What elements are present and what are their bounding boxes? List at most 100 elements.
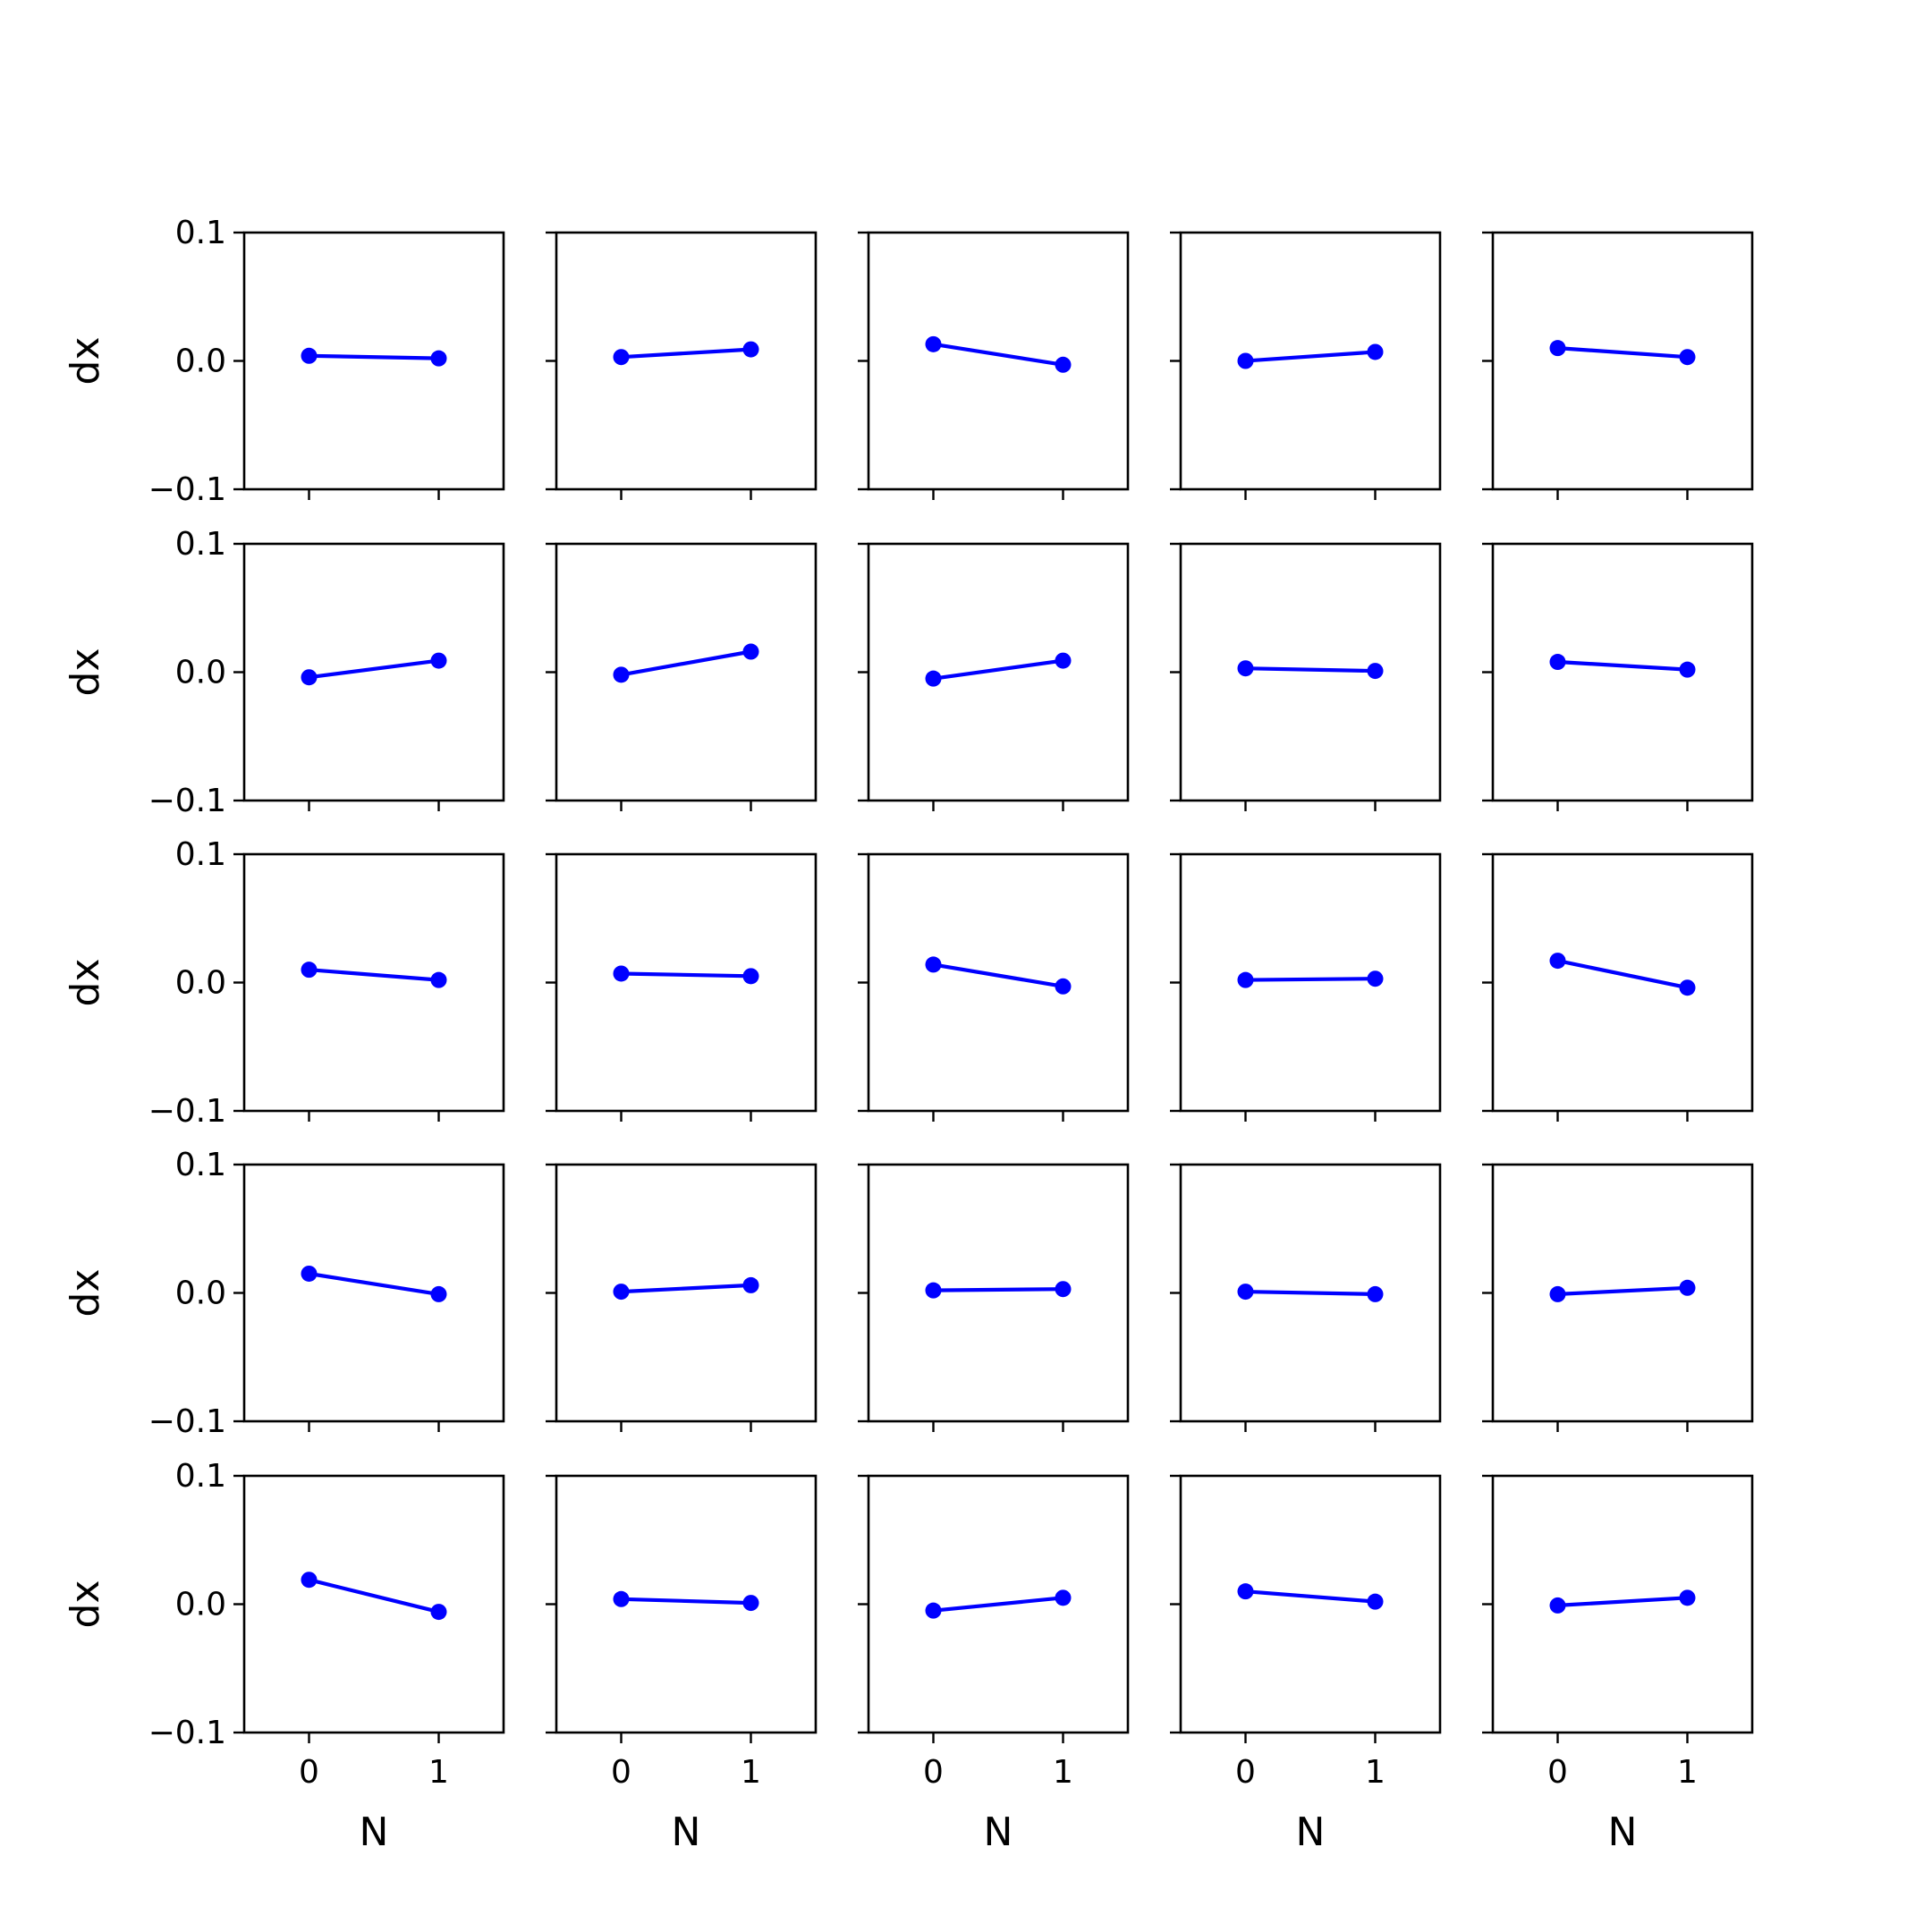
series-line	[621, 649, 751, 677]
x-tick-label: 1	[428, 1754, 449, 1791]
subplot-r1-c4	[1170, 231, 1442, 500]
data-point	[1549, 1597, 1566, 1614]
series-line	[1557, 659, 1688, 672]
data-point	[1367, 663, 1384, 680]
y-tick-label: −0.1	[148, 783, 226, 819]
data-point	[925, 1282, 942, 1299]
y-tick-label: 0.1	[175, 836, 226, 873]
axes-frame	[555, 852, 818, 1113]
series-line	[933, 342, 1063, 367]
data-point	[1237, 1583, 1254, 1600]
data-point	[1055, 652, 1072, 669]
subplot-r5-c2: 0 1 N	[546, 1474, 818, 1855]
data-point	[1237, 971, 1254, 988]
data-point	[1367, 1593, 1384, 1610]
data-point	[1549, 1285, 1566, 1302]
series-line	[621, 347, 751, 360]
series-line	[1245, 666, 1376, 674]
axes-frame	[867, 231, 1130, 491]
axes-frame	[242, 1474, 505, 1734]
subplot-r5-c3: 0 1 N	[858, 1474, 1130, 1855]
subplot-r1-c1: 0.1 0.0 −0.1 dx	[63, 215, 505, 508]
data-point	[301, 1572, 318, 1589]
series-line	[308, 1578, 440, 1614]
data-point	[742, 341, 759, 358]
data-point	[925, 670, 942, 687]
subplot-r4-c5	[1482, 1163, 1754, 1432]
y-tick-label: −0.1	[148, 1403, 226, 1440]
y-tick-label: 0.0	[175, 1275, 226, 1312]
subplot-r4-c3	[858, 1163, 1130, 1432]
data-point	[925, 956, 942, 973]
data-point	[1055, 1589, 1072, 1606]
x-tick-label: 0	[1235, 1754, 1256, 1791]
axes-frame	[1179, 231, 1442, 491]
data-point	[925, 335, 942, 352]
series-line	[933, 1596, 1063, 1613]
y-tick-label: 0.1	[175, 526, 226, 563]
axes-frame	[1491, 231, 1754, 491]
axes-frame	[242, 542, 505, 802]
series-line	[1557, 959, 1688, 990]
data-point	[1237, 352, 1254, 369]
x-tick-label: 0	[923, 1754, 944, 1791]
data-point	[1237, 660, 1254, 677]
axes-frame	[555, 231, 818, 491]
data-point	[430, 350, 447, 367]
data-point	[1367, 970, 1384, 987]
data-point	[742, 1595, 759, 1612]
x-tick-label: 0	[1547, 1754, 1568, 1791]
subplot-r2-c2	[546, 542, 818, 811]
y-axis-label: dx	[63, 959, 108, 1007]
data-point	[301, 669, 318, 686]
data-point	[301, 347, 318, 364]
axes-frame	[867, 852, 1130, 1113]
data-point	[742, 643, 759, 660]
data-point	[1549, 953, 1566, 970]
subplot-r1-c5	[1482, 231, 1754, 500]
series-line	[621, 971, 751, 979]
y-tick-label: −0.1	[148, 471, 226, 508]
data-point	[430, 971, 447, 988]
axes-frame	[867, 1163, 1130, 1423]
x-axis-label: N	[1296, 1809, 1326, 1855]
axes-frame	[1179, 1474, 1442, 1734]
data-point	[742, 968, 759, 985]
y-axis-label: dx	[63, 1269, 108, 1318]
y-axis-label: dx	[63, 337, 108, 386]
data-point	[1055, 356, 1072, 373]
subplot-r1-c2	[546, 231, 818, 500]
x-tick-label: 1	[1677, 1754, 1698, 1791]
data-point	[1679, 661, 1696, 678]
series-line	[1245, 350, 1376, 363]
axes-frame	[1179, 542, 1442, 802]
series-line	[933, 962, 1063, 988]
subplot-r2-c3	[858, 542, 1130, 811]
data-point	[613, 965, 630, 982]
series-line	[933, 1287, 1063, 1292]
data-point	[1367, 1285, 1384, 1302]
data-point	[1055, 978, 1072, 995]
series-line	[1557, 346, 1688, 360]
data-point	[613, 666, 630, 683]
data-point	[430, 1285, 447, 1302]
subplot-r2-c5	[1482, 542, 1754, 811]
y-tick-label: −0.1	[148, 1715, 226, 1751]
data-point	[301, 1265, 318, 1282]
series-line	[933, 658, 1063, 681]
data-point	[301, 962, 318, 979]
subplot-r4-c2	[546, 1163, 818, 1432]
axes-frame	[1491, 1474, 1754, 1734]
subplot-r5-c4: 0 1 N	[1170, 1474, 1442, 1855]
data-point	[1679, 1589, 1696, 1606]
y-tick-label: 0.1	[175, 215, 226, 251]
subplot-r5-c5: 0 1 N	[1482, 1474, 1754, 1855]
axes-frame	[1179, 852, 1442, 1113]
subplot-r1-c3	[858, 231, 1130, 500]
series-line	[309, 1271, 439, 1296]
subplot-r3-c4	[1170, 852, 1442, 1122]
data-point	[613, 349, 630, 366]
axes-frame	[242, 231, 505, 491]
series-line	[1557, 1596, 1688, 1607]
